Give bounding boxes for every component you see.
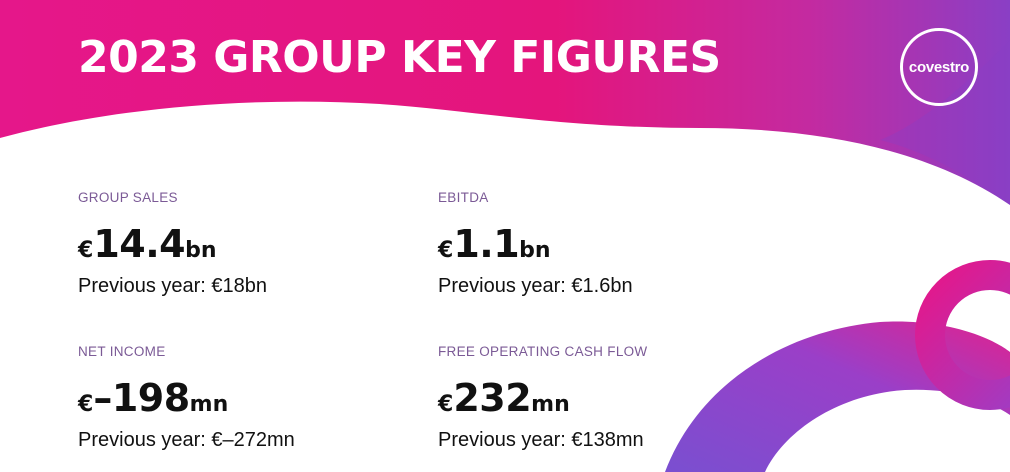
figure-currency: € bbox=[438, 238, 454, 263]
figure-value: €14.4bn bbox=[78, 220, 408, 268]
figure-value: €232mn bbox=[438, 374, 768, 422]
figure-unit: mn bbox=[531, 392, 570, 417]
figure-previous-year: Previous year: €–272mn bbox=[78, 429, 295, 451]
figure-unit: mn bbox=[189, 392, 229, 417]
covestro-logo: covestro bbox=[900, 28, 978, 106]
figure-label: EBITDA bbox=[438, 190, 489, 205]
figure-ebitda: EBITDA €1.1bn Previous year: €1.6bn bbox=[438, 190, 768, 298]
figure-number: 1.1 bbox=[453, 222, 520, 266]
figure-free-operating-cash-flow: FREE OPERATING CASH FLOW €232mn Previous… bbox=[438, 344, 768, 452]
figure-group-sales: GROUP SALES €14.4bn Previous year: €18bn bbox=[78, 190, 408, 298]
figure-currency: € bbox=[78, 238, 94, 263]
figure-value: €1.1bn bbox=[438, 220, 768, 268]
figure-number: 232 bbox=[453, 376, 532, 420]
figure-number: –198 bbox=[93, 376, 190, 420]
figure-previous-year: Previous year: €138mn bbox=[438, 429, 644, 451]
figure-unit: bn bbox=[185, 238, 217, 263]
figure-unit: bn bbox=[519, 238, 551, 263]
figure-number: 14.4 bbox=[93, 222, 186, 266]
figure-label: NET INCOME bbox=[78, 344, 166, 359]
figure-value: €–198mn bbox=[78, 374, 408, 422]
figure-label: GROUP SALES bbox=[78, 190, 178, 205]
figure-currency: € bbox=[78, 392, 94, 417]
figure-label: FREE OPERATING CASH FLOW bbox=[438, 344, 648, 359]
figure-net-income: NET INCOME €–198mn Previous year: €–272m… bbox=[78, 344, 408, 452]
logo-text: covestro bbox=[908, 58, 970, 76]
figure-currency: € bbox=[438, 392, 454, 417]
page-title: 2023 GROUP KEY FIGURES bbox=[78, 32, 721, 83]
figure-previous-year: Previous year: €18bn bbox=[78, 275, 268, 297]
figure-previous-year: Previous year: €1.6bn bbox=[438, 275, 633, 297]
